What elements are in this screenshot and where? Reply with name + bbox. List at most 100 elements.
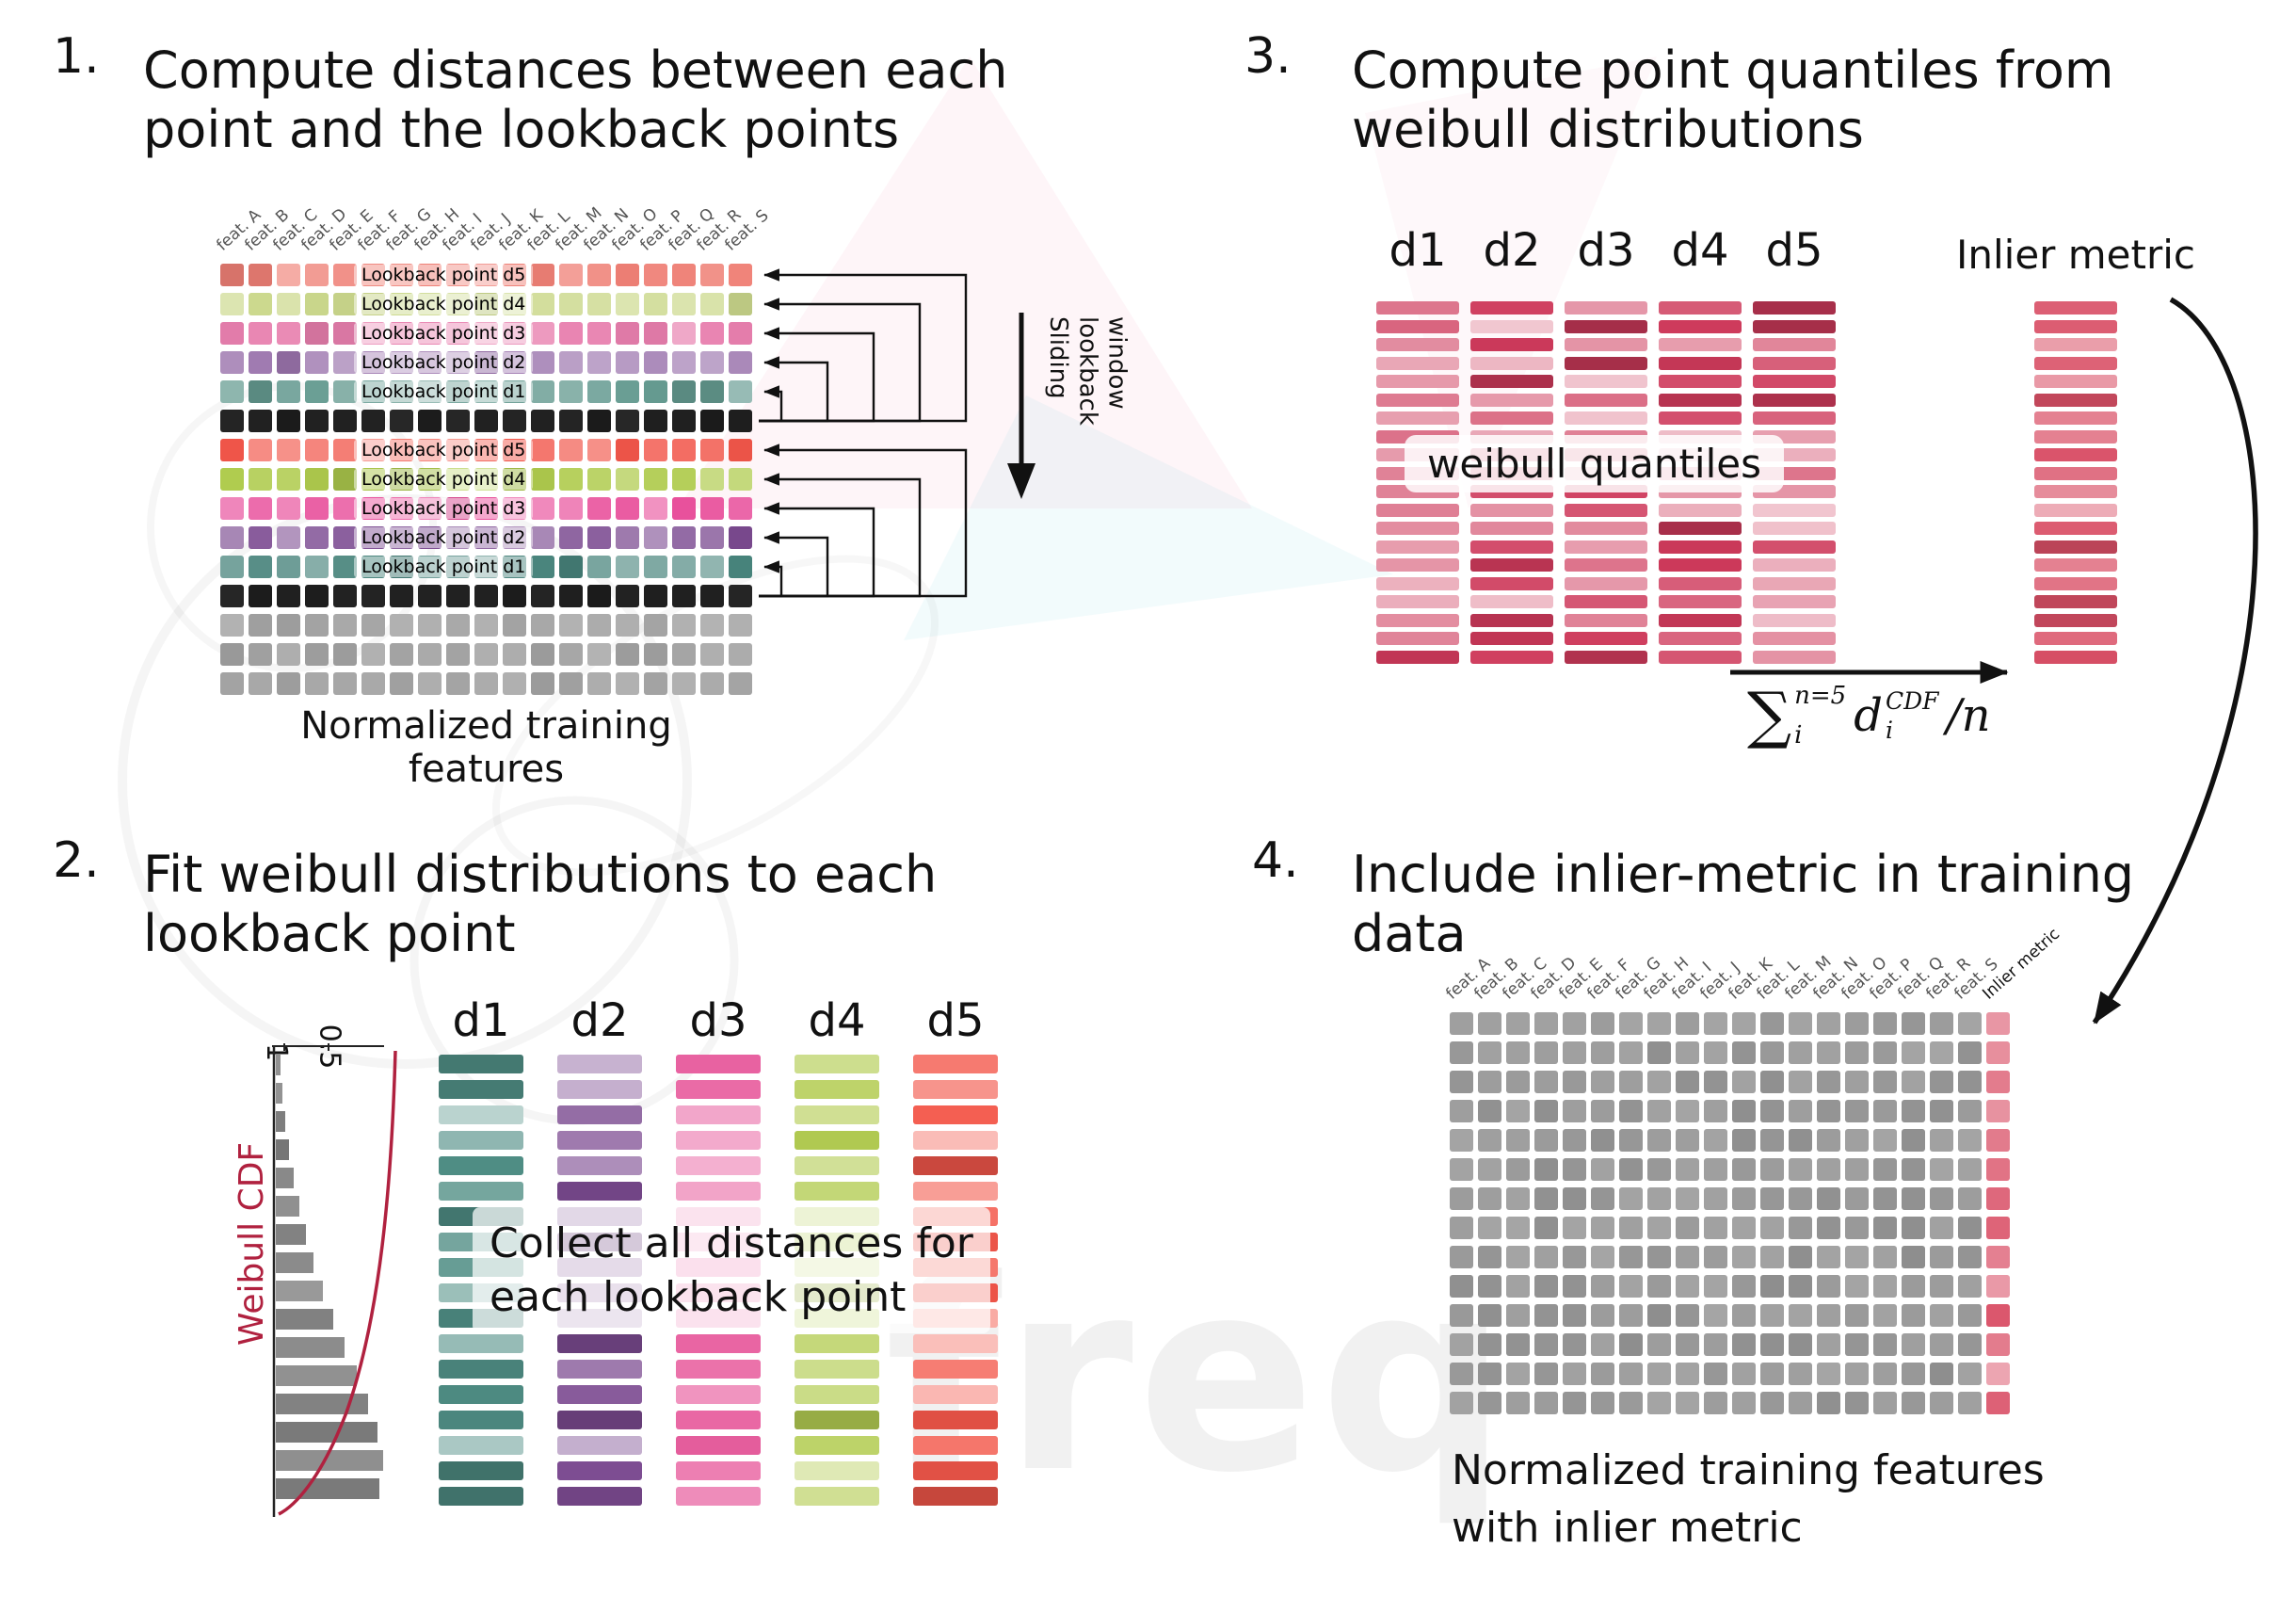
- feature-cell: [700, 526, 724, 549]
- feature-cell: [644, 468, 667, 491]
- feature-cell: [1958, 1363, 1982, 1385]
- feature-cell: [559, 293, 583, 315]
- feature-cell: [1506, 1187, 1530, 1210]
- feature-cell: [220, 672, 244, 695]
- feature-cell: [729, 526, 752, 549]
- distance-bar: [1659, 301, 1742, 315]
- feature-cell: [1619, 1275, 1643, 1298]
- distance-bar: [1565, 319, 1647, 333]
- training-with-inlier-grid: [1450, 1012, 2010, 1421]
- feature-cell: [361, 410, 385, 432]
- distance-bar: [1376, 540, 1459, 554]
- feature-cell: [333, 497, 357, 520]
- feature-cell: [1619, 1217, 1643, 1239]
- feature-cell: [1732, 1012, 1756, 1035]
- distance-bar: [1470, 411, 1553, 425]
- feature-cell: [446, 410, 470, 432]
- feature-cell: [220, 410, 244, 432]
- feature-cell: [1732, 1187, 1756, 1210]
- sliding-window-arrowhead: [1007, 463, 1036, 499]
- histogram-bar: [276, 1139, 289, 1160]
- feature-cell: [1506, 1012, 1530, 1035]
- inlier-cell: [1986, 1071, 2010, 1093]
- feature-cell: [1478, 1158, 1501, 1181]
- feature-cell: [1676, 1304, 1699, 1327]
- formula-term: d: [1854, 689, 1883, 742]
- feature-cell: [1563, 1187, 1586, 1210]
- feature-cell: [474, 585, 498, 607]
- distance-bar: [557, 1436, 642, 1455]
- feature-cell: [249, 293, 272, 315]
- feature-cell: [1958, 1275, 1982, 1298]
- feature-cell: [1930, 1333, 1953, 1356]
- feature-row: [1450, 1071, 2010, 1093]
- distance-bar: [439, 1461, 523, 1480]
- distance-bar: [1470, 576, 1553, 590]
- feature-cell: [587, 643, 611, 666]
- distance-bar: [2034, 338, 2117, 351]
- feature-cell: [700, 293, 724, 315]
- feature-cell: [1817, 1275, 1840, 1298]
- feature-cell: [1647, 1071, 1671, 1093]
- collect-note-line1: Collect all distances for: [490, 1219, 973, 1267]
- distance-bar: [1565, 411, 1647, 425]
- lookback-row: Lookback point d3: [220, 322, 752, 345]
- feature-cell: [503, 410, 526, 432]
- feature-cell: [249, 410, 272, 432]
- feature-cell: [277, 380, 300, 403]
- distance-bar: [1565, 576, 1647, 590]
- distance-bar: [1565, 356, 1647, 370]
- feature-cell: [1760, 1187, 1784, 1210]
- feature-cell: [531, 497, 554, 520]
- feature-cell: [1817, 1158, 1840, 1181]
- distance-bar: [1470, 595, 1553, 608]
- distance-column-label: d4: [1671, 224, 1729, 277]
- inlier-cell: [1986, 1217, 2010, 1239]
- feature-cell: [1563, 1392, 1586, 1414]
- feature-cell: [1450, 1246, 1473, 1268]
- distance-bracket-arrows: [759, 268, 968, 598]
- feature-cell: [1506, 1100, 1530, 1122]
- distance-bar: [676, 1334, 761, 1353]
- formula-sum-scripts: n=5 i: [1794, 682, 1846, 750]
- feature-cell: [729, 497, 752, 520]
- feature-cell: [305, 264, 329, 286]
- feature-cell: [474, 643, 498, 666]
- distance-bar: [795, 1080, 879, 1099]
- distance-bar: [557, 1385, 642, 1404]
- feature-cell: [644, 322, 667, 345]
- feature-cell: [249, 614, 272, 637]
- distance-bar: [2034, 411, 2117, 425]
- feature-cell: [1591, 1246, 1614, 1268]
- distance-bar: [1470, 301, 1553, 315]
- quantile-column: [1753, 301, 1836, 669]
- distance-column-label: d3: [1577, 224, 1635, 277]
- distance-bar: [1376, 558, 1459, 572]
- feature-cell: [1563, 1363, 1586, 1385]
- feature-cell: [1902, 1071, 1925, 1093]
- inlier-cell: [1986, 1392, 2010, 1414]
- feature-cell: [644, 351, 667, 374]
- feature-cell: [1506, 1158, 1530, 1181]
- distance-bar: [439, 1156, 523, 1175]
- distance-column-label: d1: [1389, 224, 1447, 277]
- distance-bar: [795, 1436, 879, 1455]
- step-4-title-line2: data: [1352, 903, 1467, 963]
- feature-cell: [1704, 1187, 1727, 1210]
- histogram-bar: [276, 1281, 323, 1301]
- weibull-cdf-curve: [278, 1050, 397, 1516]
- distance-bar: [1376, 393, 1459, 407]
- feature-cell: [672, 439, 696, 461]
- feature-cell: [1450, 1363, 1473, 1385]
- distance-bar: [913, 1182, 998, 1201]
- feature-cell: [700, 380, 724, 403]
- feature-row: [220, 410, 752, 432]
- feature-cell: [1704, 1275, 1727, 1298]
- feature-cell: [672, 322, 696, 345]
- distance-bar: [2034, 613, 2117, 627]
- feature-cell: [1902, 1275, 1925, 1298]
- feature-cell: [1873, 1363, 1897, 1385]
- step-3-title-line2: weibull distributions: [1352, 99, 1864, 159]
- feature-cell: [700, 585, 724, 607]
- histogram-bar: [276, 1478, 379, 1499]
